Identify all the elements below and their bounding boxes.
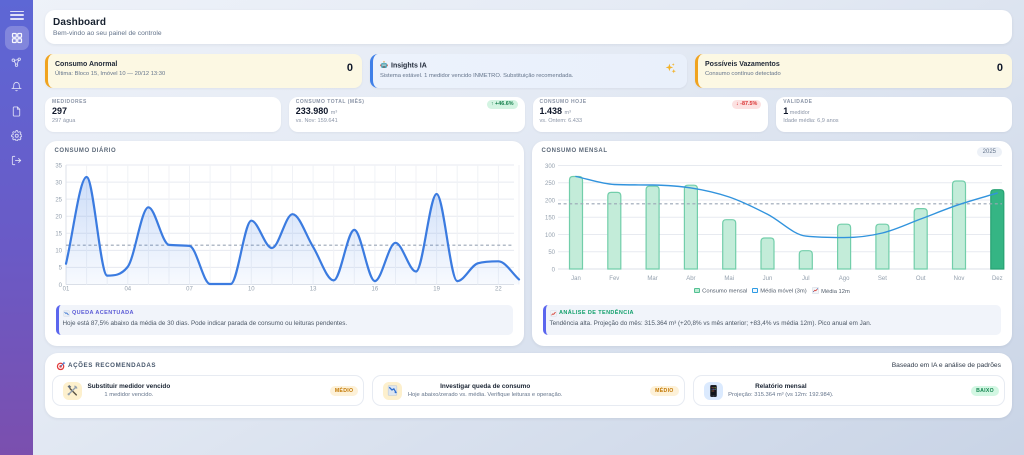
svg-text:25: 25 xyxy=(55,197,62,203)
svg-text:Mar: Mar xyxy=(647,276,657,282)
svg-text:Jul: Jul xyxy=(802,276,810,282)
svg-text:Jun: Jun xyxy=(763,276,773,282)
svg-text:Out: Out xyxy=(916,276,926,282)
svg-text:30: 30 xyxy=(55,180,62,186)
svg-text:250: 250 xyxy=(545,181,556,187)
svg-text:200: 200 xyxy=(545,198,556,204)
svg-text:Mai: Mai xyxy=(724,276,734,282)
svg-text:Jan: Jan xyxy=(571,276,581,282)
svg-text:22: 22 xyxy=(495,286,502,292)
svg-text:Nov: Nov xyxy=(954,276,965,282)
svg-text:04: 04 xyxy=(124,286,131,292)
svg-text:Ago: Ago xyxy=(839,276,850,282)
svg-text:Set: Set xyxy=(878,276,887,282)
svg-text:150: 150 xyxy=(545,215,556,221)
svg-text:20: 20 xyxy=(55,214,62,220)
svg-text:5: 5 xyxy=(59,265,63,271)
svg-text:100: 100 xyxy=(545,232,556,238)
svg-text:0: 0 xyxy=(552,267,556,273)
svg-text:13: 13 xyxy=(310,286,317,292)
svg-text:19: 19 xyxy=(433,286,440,292)
svg-text:01: 01 xyxy=(63,286,70,292)
svg-text:Dez: Dez xyxy=(992,276,1003,282)
svg-text:15: 15 xyxy=(55,231,62,237)
svg-text:10: 10 xyxy=(55,248,62,254)
svg-text:16: 16 xyxy=(372,286,379,292)
svg-text:Fev: Fev xyxy=(609,276,619,282)
svg-text:300: 300 xyxy=(545,163,556,169)
svg-text:07: 07 xyxy=(186,286,193,292)
svg-text:Abr: Abr xyxy=(686,276,695,282)
svg-text:50: 50 xyxy=(548,250,555,256)
svg-text:0: 0 xyxy=(59,282,63,288)
svg-text:35: 35 xyxy=(55,163,62,169)
svg-text:10: 10 xyxy=(248,286,255,292)
